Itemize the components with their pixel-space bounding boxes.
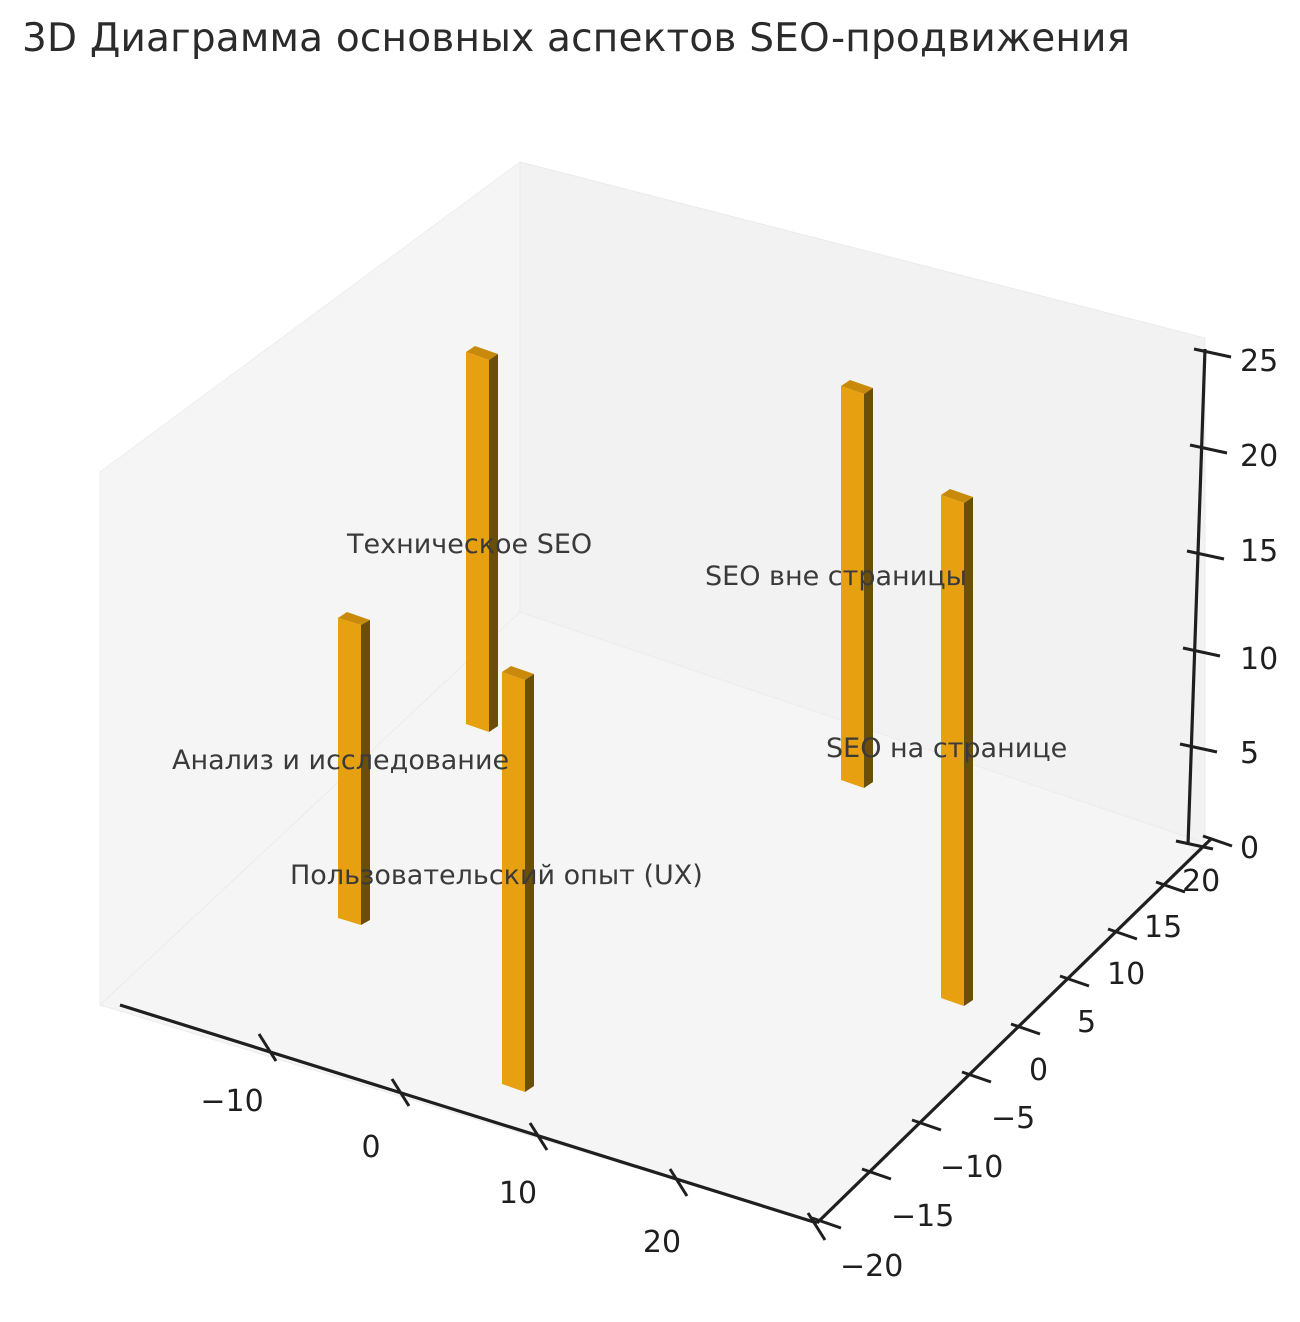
- y-tick-label: 10: [1107, 957, 1145, 992]
- z-tick-mark: [1193, 347, 1232, 359]
- bar-face-top: [466, 346, 498, 360]
- bar-annotation-seo-vne-stranitsy: SEO вне страницы: [705, 561, 967, 592]
- bar-annotation-tehnicheskoe-seo: Техническое SEO: [346, 529, 592, 560]
- y-tick-label: −5: [991, 1101, 1035, 1136]
- x-axis-ticks: −10 0 10 20: [200, 1033, 827, 1260]
- x-tick-label: −10: [200, 1084, 263, 1119]
- z-tick-label: 10: [1240, 642, 1278, 677]
- z-axis-ticks: 0 5 10 15 20 25: [1175, 344, 1278, 866]
- bar-face-top: [941, 489, 973, 503]
- y-tick-label: 0: [1029, 1053, 1048, 1088]
- bar-face-side: [361, 620, 370, 925]
- bar-face-top: [502, 666, 534, 680]
- y-tick-mark: [1010, 1022, 1041, 1036]
- bar-seo-vne-stranitsy[interactable]: [841, 380, 873, 788]
- x-tick-label: 0: [361, 1130, 380, 1165]
- y-tick-label: −15: [891, 1199, 954, 1234]
- y-tick-label: 5: [1077, 1005, 1096, 1040]
- bar-face-front: [466, 352, 489, 732]
- bar-polzovatelskiy-opyt-ux[interactable]: [502, 666, 534, 1092]
- x-tick-mark: [257, 1033, 278, 1062]
- z-tick-mark: [1189, 443, 1228, 455]
- y-tick-mark: [1155, 880, 1186, 894]
- y-axis-line: [815, 836, 1214, 1225]
- bar-analiz-i-issledovanie[interactable]: [338, 612, 370, 925]
- bar-face-front: [338, 618, 361, 925]
- z-tick-label: 0: [1240, 831, 1259, 866]
- x-tick-label: 10: [499, 1176, 537, 1211]
- z-tick-label: 20: [1240, 439, 1278, 474]
- z-tick-mark: [1186, 549, 1225, 561]
- y-tick-mark: [811, 1216, 842, 1230]
- x-axis-line: [119, 1003, 818, 1225]
- bar-seo-na-stranitse[interactable]: [941, 489, 973, 1006]
- z-tick-mark: [1179, 742, 1218, 754]
- bar-face-side: [864, 388, 873, 788]
- y-tick-mark: [911, 1118, 942, 1132]
- y-axis-ticks: −20 −15 −10 −5 0 5 10 15 20: [811, 834, 1233, 1284]
- bar-face-front: [502, 672, 525, 1092]
- x-tick-label: 20: [643, 1225, 681, 1260]
- bar-face-side: [525, 674, 534, 1092]
- x-tick-mark: [390, 1078, 411, 1107]
- y-tick-label: −20: [840, 1249, 903, 1284]
- y-tick-mark: [961, 1070, 992, 1084]
- bar-tehnicheskoe-seo[interactable]: [466, 346, 498, 732]
- bar-face-top: [841, 380, 873, 394]
- chart-title: 3D Диаграмма основных аспектов SEO-продв…: [22, 16, 1131, 61]
- y-tick-mark: [1059, 974, 1090, 988]
- bar-annotation-analiz-i-issledovanie: Анализ и исследование: [172, 745, 509, 776]
- axis-lines-group: [119, 348, 1214, 1225]
- y-tick-label: −10: [940, 1150, 1003, 1185]
- z-tick-mark: [1175, 839, 1214, 851]
- y-tick-label: 20: [1182, 864, 1220, 899]
- x-tick-mark: [528, 1122, 549, 1151]
- bar-face-front: [841, 386, 864, 788]
- bar-annotation-polzovatelskiy-opyt-ux: Пользовательский опыт (UX): [290, 860, 703, 891]
- x-tick-mark: [668, 1168, 689, 1197]
- x-tick-mark: [806, 1212, 827, 1241]
- bar-face-side: [964, 497, 973, 1006]
- z-tick-label: 15: [1240, 534, 1278, 569]
- y-tick-mark: [1107, 927, 1138, 941]
- bar-face-front: [941, 495, 964, 1006]
- y-tick-label: 15: [1144, 910, 1182, 945]
- y-tick-mark: [861, 1167, 892, 1181]
- z-tick-label: 25: [1240, 344, 1278, 379]
- z-tick-mark: [1182, 646, 1221, 658]
- bar-face-top: [338, 612, 370, 625]
- z-tick-label: 5: [1240, 736, 1259, 771]
- bar-annotation-seo-na-stranitse: SEO на странице: [826, 733, 1067, 764]
- z-axis-line: [1186, 348, 1207, 846]
- bar-annotations: Техническое SEO SEO вне страницы Анализ …: [172, 529, 1067, 891]
- bar-face-side: [489, 354, 498, 732]
- y-tick-mark: [1202, 834, 1233, 848]
